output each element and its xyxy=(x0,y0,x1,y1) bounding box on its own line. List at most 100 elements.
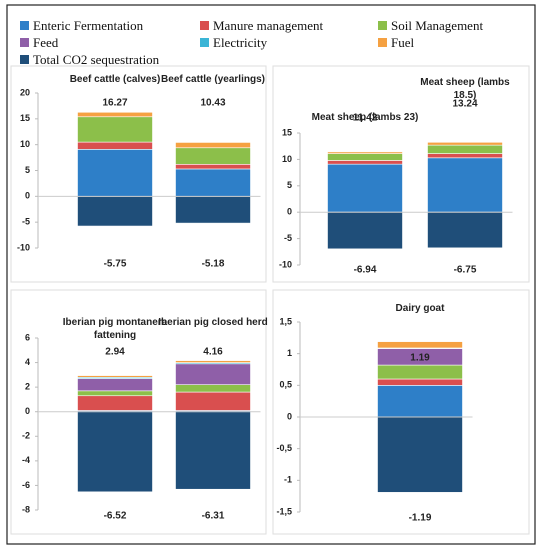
bar-segment xyxy=(175,164,251,170)
total-label: 16.27 xyxy=(102,98,127,109)
bar-segment xyxy=(77,149,153,197)
bar-segment xyxy=(377,416,463,493)
bar-segment xyxy=(327,153,403,161)
legend-swatch xyxy=(20,21,29,30)
bar-segment xyxy=(327,163,403,213)
panel-border xyxy=(10,289,267,535)
y-tick-label: -5 xyxy=(284,233,292,243)
legend-item: Total CO2 sequestration xyxy=(20,52,159,67)
bar-segment xyxy=(175,363,251,385)
y-tick-label: 6 xyxy=(25,332,30,342)
bar-segment xyxy=(77,111,153,118)
sequestration-label: -6.75 xyxy=(454,265,477,276)
bar-segment xyxy=(77,390,153,397)
y-tick-label: 0 xyxy=(25,406,30,416)
bar-segment xyxy=(327,160,403,165)
legend-swatch xyxy=(378,21,387,30)
total-label: 1.19 xyxy=(410,353,430,364)
sequestration-label: -5.18 xyxy=(202,259,225,270)
total-label: 11.42 xyxy=(353,113,378,124)
bar-segment xyxy=(377,385,463,418)
legend-item: Feed xyxy=(20,35,58,50)
sequestration-label: -1.19 xyxy=(409,513,432,524)
panel-border xyxy=(10,65,267,283)
y-tick-label: 15 xyxy=(282,127,292,137)
y-tick-label: 0 xyxy=(287,411,292,421)
bar-segment xyxy=(427,141,503,146)
y-tick-label: -2 xyxy=(22,431,30,441)
legend-label: Soil Management xyxy=(391,18,484,33)
y-tick-label: 4 xyxy=(25,357,30,367)
y-tick-label: 20 xyxy=(20,87,30,97)
legend-label: Total CO2 sequestration xyxy=(33,52,160,67)
y-tick-label: -8 xyxy=(22,504,30,514)
y-tick-label: -5 xyxy=(22,217,30,227)
bar-segment xyxy=(377,378,463,386)
category-label: Meat sheep (lambs 23) xyxy=(311,112,419,123)
total-label: 2.94 xyxy=(105,347,125,358)
total-label: 13.24 xyxy=(452,99,477,110)
bar-segment xyxy=(77,196,153,227)
bar-segment xyxy=(77,116,153,143)
legend-label: Manure management xyxy=(213,18,324,33)
panel-border xyxy=(272,65,530,283)
category-label: Iberian pig montanera fattening xyxy=(62,317,168,341)
y-tick-label: 15 xyxy=(20,113,30,123)
bar-segment xyxy=(377,341,463,349)
y-tick-label: 1 xyxy=(287,348,292,358)
legend-item: Enteric Fermentation xyxy=(20,18,143,33)
y-tick-label: -1 xyxy=(284,475,292,485)
total-label: 4.16 xyxy=(203,347,223,358)
bar-segment xyxy=(175,384,251,393)
y-tick-label: -4 xyxy=(22,455,30,465)
category-label: Iberian pig closed herd xyxy=(158,317,268,328)
y-tick-label: -10 xyxy=(279,259,292,269)
bar-segment xyxy=(327,211,403,250)
sequestration-label: -5.75 xyxy=(104,259,127,270)
legend-label: Electricity xyxy=(213,35,268,50)
legend-item: Electricity xyxy=(200,35,267,50)
legend-swatch xyxy=(20,55,29,64)
frame xyxy=(6,4,536,545)
bar-segment xyxy=(77,375,153,378)
bar-segment xyxy=(427,211,503,249)
category-label: Beef cattle (yearlings) xyxy=(161,74,265,85)
y-tick-label: 5 xyxy=(287,180,292,190)
bar-segment xyxy=(427,144,503,154)
bar-segment xyxy=(175,411,251,490)
legend-item: Manure management xyxy=(200,18,323,33)
legend-swatch xyxy=(20,38,29,47)
bar-segment xyxy=(77,141,153,150)
bar-segment xyxy=(175,168,251,197)
category-label: Dairy goat xyxy=(395,303,445,314)
y-tick-label: 10 xyxy=(282,154,292,164)
sequestration-label: -6.52 xyxy=(104,511,127,522)
sequestration-label: -6.94 xyxy=(354,265,377,276)
category-label: Meat sheep (lambs 18.5) xyxy=(420,77,510,101)
y-tick-label: 1,5 xyxy=(279,316,292,326)
bar-segment xyxy=(327,151,403,154)
legend-swatch xyxy=(378,38,387,47)
category-label: Beef cattle (calves) xyxy=(69,74,161,85)
y-tick-label: 5 xyxy=(25,165,30,175)
bar-segment xyxy=(175,360,251,363)
bar-segment xyxy=(427,157,503,213)
y-tick-label: 0 xyxy=(287,207,292,217)
y-tick-label: -1,5 xyxy=(276,506,292,516)
y-tick-label: 10 xyxy=(20,139,30,149)
y-tick-label: 2 xyxy=(25,382,30,392)
bar-segment xyxy=(77,378,153,392)
bar-segment xyxy=(77,395,153,411)
bar-segment xyxy=(175,196,251,224)
bar-segment xyxy=(175,142,251,149)
legend-label: Enteric Fermentation xyxy=(33,18,144,33)
y-tick-label: 0 xyxy=(25,191,30,201)
bar-segment xyxy=(377,364,463,380)
panel-border xyxy=(272,289,530,535)
bar-segment xyxy=(77,411,153,493)
sequestration-label: -6.31 xyxy=(202,511,225,522)
y-tick-label: 0,5 xyxy=(279,380,292,390)
y-tick-label: -0,5 xyxy=(276,443,292,453)
bar-segment xyxy=(175,147,251,165)
